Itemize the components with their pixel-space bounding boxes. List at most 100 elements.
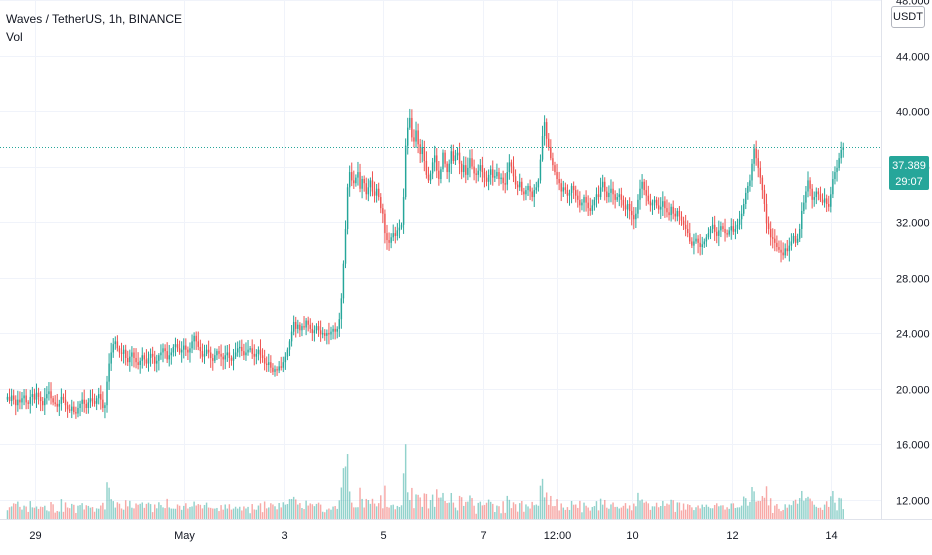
- candle-body: [724, 228, 726, 234]
- volume-bar: [823, 504, 826, 519]
- candle-body: [483, 172, 486, 178]
- volume-bar: [604, 499, 606, 519]
- volume-bar: [164, 508, 166, 519]
- volume-bar: [114, 507, 117, 519]
- volume-bar: [811, 501, 813, 519]
- candle-body: [608, 192, 610, 198]
- candle-body: [81, 399, 83, 404]
- volume-bar: [660, 505, 662, 519]
- volume-bar: [162, 507, 164, 519]
- time-axis[interactable]: 29 May 3 5 7 12:00 10 12 14: [29, 530, 837, 542]
- candle-body: [769, 228, 772, 238]
- volume-bar: [436, 489, 438, 519]
- candle-body: [218, 351, 220, 354]
- candle-body: [510, 162, 513, 167]
- volume-bar: [485, 502, 488, 519]
- candle-body: [620, 194, 623, 200]
- candle-body: [160, 352, 162, 356]
- candle-body: [220, 353, 222, 357]
- candle-body: [137, 362, 139, 365]
- volume-bar: [498, 506, 500, 519]
- candle-body: [651, 202, 654, 206]
- volume-bar: [332, 506, 334, 519]
- candle-body: [201, 351, 204, 357]
- candle-body: [537, 180, 540, 188]
- volume-bar: [303, 509, 305, 519]
- candle-body: [147, 358, 150, 364]
- volume-bar: [682, 503, 685, 519]
- candle-body: [388, 240, 390, 243]
- volume-bar: [97, 508, 100, 519]
- volume-bar: [759, 501, 762, 519]
- volume-bar: [216, 507, 218, 519]
- volume-bar: [674, 511, 676, 519]
- volume-bar: [232, 508, 235, 519]
- volume-bar: [465, 501, 467, 519]
- volume-bar: [776, 504, 778, 519]
- y-tick-label: 16.000: [896, 440, 930, 452]
- candle-body: [303, 326, 305, 328]
- volume-bar: [386, 506, 388, 519]
- candle-body: [647, 195, 650, 202]
- volume-bar: [662, 500, 664, 519]
- volume-bar: [75, 512, 77, 519]
- volume-bar: [212, 508, 214, 519]
- price-axis[interactable]: 12.00016.00020.00024.00028.00032.00036.0…: [896, 0, 930, 508]
- volume-bar: [782, 509, 784, 519]
- candle-body: [236, 348, 239, 353]
- volume-bar: [6, 510, 9, 519]
- volume-bar: [340, 487, 343, 519]
- volume-bar: [550, 495, 552, 519]
- candle-body: [239, 346, 241, 349]
- candle-body: [560, 183, 562, 192]
- candle-body: [307, 320, 309, 325]
- volume-bar: [10, 506, 13, 519]
- candle-body: [680, 216, 683, 221]
- candle-body: [232, 356, 235, 361]
- volume-bar: [176, 504, 179, 519]
- candle-body: [365, 183, 367, 195]
- candle-body: [699, 242, 701, 248]
- candle-body: [158, 355, 160, 361]
- candle-body: [637, 199, 639, 214]
- candle-body: [75, 412, 77, 414]
- currency-button[interactable]: USDT: [891, 6, 925, 28]
- volume-bar: [382, 508, 384, 519]
- volume-bar: [463, 505, 465, 519]
- volume-bar: [813, 504, 815, 519]
- candle-body: [662, 201, 664, 207]
- candle-body: [127, 358, 129, 363]
- candle-body: [319, 330, 322, 335]
- volume-bar: [336, 508, 338, 519]
- symbol-title[interactable]: Waves / TetherUS, 1h, BINANCE: [6, 12, 183, 26]
- volume-bar: [230, 509, 233, 519]
- candle-body: [340, 298, 343, 320]
- candle-body: [299, 324, 301, 331]
- volume-bar: [396, 505, 399, 519]
- volume-bar: [471, 498, 473, 519]
- candle-body: [363, 179, 365, 184]
- candle-body: [68, 409, 71, 411]
- candle-body: [342, 263, 345, 299]
- x-tick-label: 3: [281, 530, 287, 542]
- candle-body: [278, 366, 280, 371]
- volume-bar: [647, 503, 650, 519]
- volume-label[interactable]: Vol: [6, 30, 23, 44]
- candle-body: [338, 319, 341, 329]
- candle-body: [765, 203, 768, 224]
- candle-body: [189, 348, 191, 353]
- candle-body: [568, 192, 571, 196]
- volume-bar: [684, 509, 687, 519]
- y-tick-label: 12.000: [896, 496, 930, 508]
- volume-bar: [50, 502, 52, 519]
- candle-body: [832, 179, 834, 195]
- volume-bar: [562, 507, 565, 519]
- volume-bar: [187, 508, 189, 519]
- candle-body: [705, 237, 708, 242]
- candle-body: [268, 362, 270, 365]
- volume-bar: [394, 509, 397, 519]
- volume-bar: [35, 506, 38, 519]
- volume-bar: [388, 507, 390, 519]
